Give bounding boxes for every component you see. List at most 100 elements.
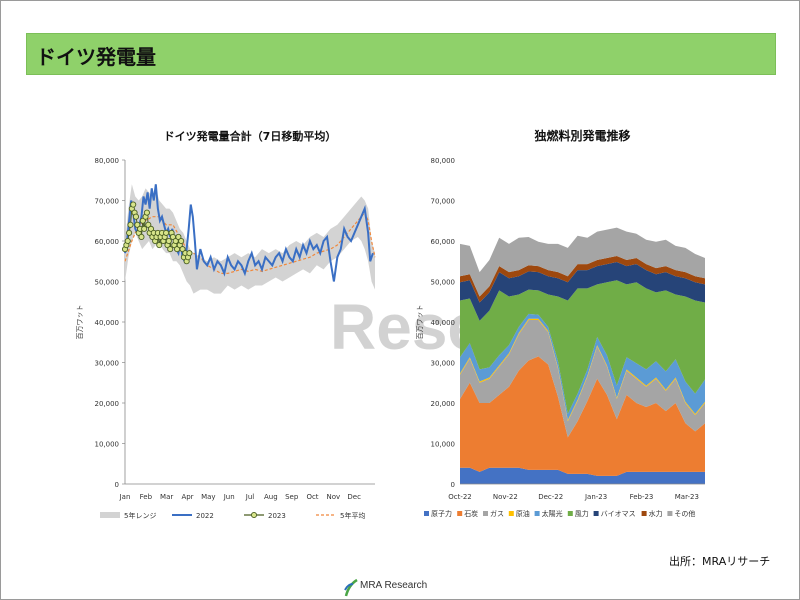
title-banner: ドイツ発電量 xyxy=(26,33,776,75)
legend-label: 風力 xyxy=(575,509,589,518)
point-2023 xyxy=(178,237,185,245)
point-2023 xyxy=(156,242,163,249)
point-2023 xyxy=(175,233,182,240)
y-tick-label: 0 xyxy=(451,481,455,489)
legend-swatch xyxy=(534,511,540,516)
area-6 xyxy=(460,262,705,321)
x-tick-label: Nov-22 xyxy=(493,493,518,501)
y-tick-label: 70,000 xyxy=(95,198,120,206)
y-axis-label: 百万ワット xyxy=(76,305,84,340)
page-title: ドイツ発電量 xyxy=(36,45,156,69)
point-2023 xyxy=(186,250,193,257)
x-tick-label: Jan-23 xyxy=(584,493,607,501)
area-4 xyxy=(460,313,705,421)
y-tick-label: 30,000 xyxy=(95,360,120,368)
legend-label: バイオマス xyxy=(601,510,636,518)
point-2023 xyxy=(163,229,170,236)
y-tick-label: 30,000 xyxy=(431,360,456,368)
legend-label: ガス xyxy=(490,509,504,518)
point-2023 xyxy=(141,225,148,232)
x-tick-label: Nov xyxy=(326,493,340,501)
source-note: 出所：MRAリサーチ xyxy=(669,555,771,568)
point-2023 xyxy=(138,233,145,240)
x-tick-label: Mar xyxy=(160,493,173,501)
area-8 xyxy=(460,227,705,297)
x-tick-label: Jul xyxy=(245,493,255,501)
y-tick-label: 10,000 xyxy=(431,441,456,449)
x-tick-label: Dec-22 xyxy=(538,493,563,501)
legend-swatch xyxy=(593,511,599,516)
logo-text: MRA Research xyxy=(360,580,428,591)
y-tick-label: 20,000 xyxy=(431,400,456,408)
legend-swatch xyxy=(457,511,463,516)
total-generation-chart: ドイツ発電量合計（7日移動平均） 0 10,000 20,000 30,000 40,00… xyxy=(76,129,376,520)
y-tick-label: 60,000 xyxy=(95,238,120,246)
point-2023 xyxy=(145,221,152,228)
legend-label: その他 xyxy=(674,509,695,518)
range-band xyxy=(125,184,375,294)
point-2023 xyxy=(179,246,186,253)
x-tick-label: Mar-23 xyxy=(675,493,699,501)
point-2023 xyxy=(130,201,137,208)
legend-label: 原油 xyxy=(516,509,530,518)
y-tick-label: 40,000 xyxy=(431,319,456,327)
y-tick-label: 50,000 xyxy=(431,279,456,287)
legend-swatch xyxy=(667,511,673,516)
y-tick-label: 80,000 xyxy=(431,157,456,165)
point-2023 xyxy=(127,221,134,228)
legend-label: 水力 xyxy=(649,509,663,518)
x-tick-label: Apr xyxy=(181,493,193,501)
legend-swatch-2023-marker xyxy=(250,511,258,519)
x-tick-label: Feb xyxy=(140,493,153,501)
point-2023 xyxy=(167,246,174,253)
x-tick-label: May xyxy=(201,493,215,501)
y-tick-label: 70,000 xyxy=(431,198,456,206)
point-2023 xyxy=(126,229,133,236)
area-5 xyxy=(460,280,705,414)
y-axis-label: 百万ワット xyxy=(416,305,424,340)
x-tick-label: Oct xyxy=(306,493,318,501)
legend-label: 5年平均 xyxy=(340,511,365,520)
point-2023 xyxy=(139,217,146,224)
legend-swatch xyxy=(483,511,488,516)
x-tick-label: Oct-22 xyxy=(448,493,472,501)
y-tick-label: 20,000 xyxy=(95,400,120,408)
y-tick-label: 40,000 xyxy=(95,319,120,327)
legend-swatch xyxy=(424,511,429,516)
point-2023 xyxy=(124,237,131,245)
x-tick-label: Sep xyxy=(285,493,299,501)
legend-label: 5年レンジ xyxy=(124,511,156,520)
y-tick-label: 60,000 xyxy=(431,238,456,246)
y-tick-label: 80,000 xyxy=(95,157,120,165)
legend-label: 原子力 xyxy=(431,509,452,518)
y-tick-label: 0 xyxy=(115,481,119,489)
legend-swatch-range xyxy=(100,512,120,518)
fuel-mix-chart: 独燃料別発電推移 0 10,000 20,000 30,000 40,000 50,000 6… xyxy=(416,128,705,518)
point-2023 xyxy=(132,213,140,220)
point-2023 xyxy=(147,225,155,232)
legend-swatch xyxy=(567,511,573,516)
area-2 xyxy=(460,319,705,438)
x-tick-label: Jan xyxy=(119,493,131,501)
legend-swatch xyxy=(508,511,514,516)
company-logo: MRA Research xyxy=(344,578,464,598)
x-tick-label: Jun xyxy=(223,493,235,501)
series-2022-line xyxy=(124,184,374,282)
chart-title: ドイツ発電量合計（7日移動平均） xyxy=(164,129,337,143)
y-tick-label: 10,000 xyxy=(95,441,120,449)
logo-swoosh-icon xyxy=(344,578,358,597)
chart-title: 独燃料別発電推移 xyxy=(533,128,630,143)
legend-label: 2022 xyxy=(196,512,214,520)
x-tick-label: Feb-23 xyxy=(630,493,654,501)
y-tick-label: 50,000 xyxy=(95,279,120,287)
x-tick-label: Aug xyxy=(264,493,278,501)
point-2023 xyxy=(165,237,172,245)
legend-label: 石炭 xyxy=(464,510,478,518)
x-tick-label: Dec xyxy=(347,493,361,501)
area-1 xyxy=(460,356,705,476)
watermark-text: Rese xyxy=(330,291,483,363)
point-2023 xyxy=(134,221,141,228)
area-7 xyxy=(460,255,705,303)
legend-label: 2023 xyxy=(268,512,286,520)
point-2023 xyxy=(143,209,150,216)
